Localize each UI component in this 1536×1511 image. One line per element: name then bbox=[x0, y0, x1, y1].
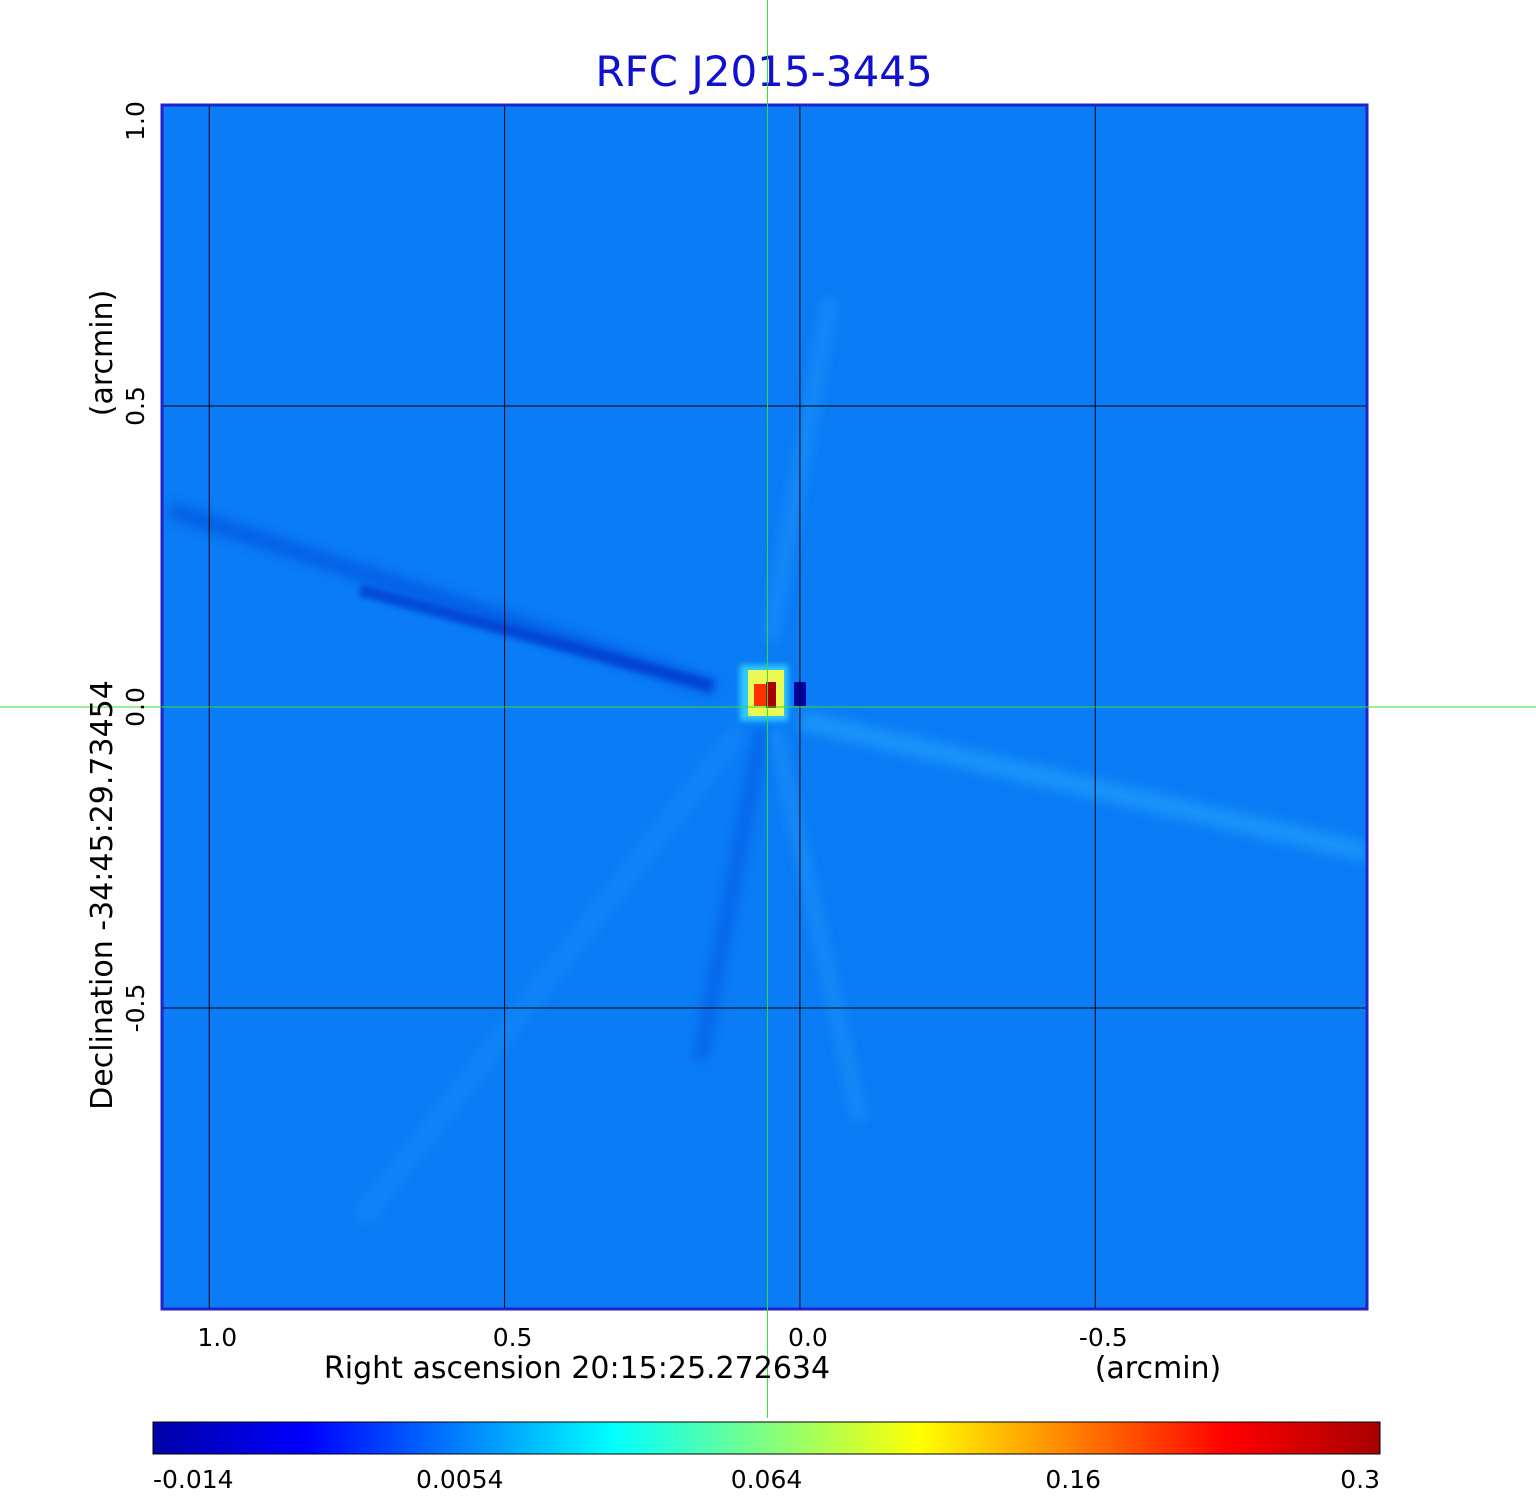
sidelobe-streaks bbox=[167, 298, 1367, 1227]
x-tick-label: 0.5 bbox=[493, 1323, 533, 1352]
colorbar-gradient bbox=[152, 1421, 1381, 1455]
colorbar-tick-label: 0.0054 bbox=[416, 1465, 503, 1494]
streak-negative-s bbox=[694, 728, 768, 1062]
y-tick-label: -0.5 bbox=[121, 984, 150, 1033]
y-tick-label: 0.0 bbox=[121, 687, 150, 727]
peak-core-left bbox=[754, 684, 766, 706]
colorbar-tick-labels: -0.014 0.0054 0.064 0.16 0.3 bbox=[153, 1465, 1380, 1494]
streak-positive-s bbox=[769, 728, 866, 1122]
colorbar: -0.014 0.0054 0.064 0.16 0.3 bbox=[152, 1421, 1381, 1494]
x-axis-label: Right ascension 20:15:25.272634 bbox=[324, 1351, 830, 1386]
y-tick-label: 1.0 bbox=[121, 101, 150, 141]
x-tick-labels: 1.0 0.5 0.0 -0.5 bbox=[197, 1323, 1127, 1352]
streak-faint-sw bbox=[351, 723, 749, 1227]
y-axis-unit: (arcmin) bbox=[85, 290, 120, 417]
y-tick-label: 0.5 bbox=[121, 386, 150, 426]
colorbar-tick-label: 0.16 bbox=[1045, 1465, 1101, 1494]
colorbar-tick-label: 0.3 bbox=[1340, 1465, 1380, 1494]
y-axis-label: Declination -34:45:29.73454 bbox=[85, 680, 120, 1110]
peak-core-right bbox=[766, 682, 776, 708]
x-tick-label: 0.0 bbox=[788, 1323, 828, 1352]
colorbar-tick-label: -0.014 bbox=[153, 1465, 234, 1494]
crosshair bbox=[0, 0, 1536, 1418]
y-tick-labels: 1.0 0.5 0.0 -0.5 bbox=[121, 101, 150, 1032]
x-tick-label: -0.5 bbox=[1079, 1323, 1128, 1352]
colorbar-tick-label: 0.064 bbox=[731, 1465, 803, 1494]
chart-title: RFC J2015-3445 bbox=[595, 47, 932, 96]
source-peak bbox=[740, 665, 806, 721]
x-tick-label: 1.0 bbox=[197, 1323, 237, 1352]
streak-positive-se bbox=[797, 710, 1367, 862]
x-axis-unit: (arcmin) bbox=[1095, 1351, 1222, 1386]
streak-negative-core bbox=[358, 584, 714, 692]
